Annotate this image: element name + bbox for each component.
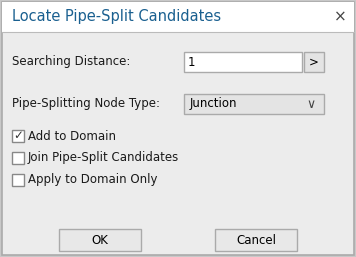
Text: 1: 1 (188, 56, 195, 69)
Bar (304, 52, 324, 72)
Bar (12, 152, 24, 164)
Text: Locate Pipe-Split Candidates: Locate Pipe-Split Candidates (12, 10, 221, 24)
Bar (184, 94, 324, 114)
Bar (12, 174, 24, 186)
Text: ×: × (334, 10, 346, 24)
Bar (59, 229, 141, 251)
Text: Apply to Domain Only: Apply to Domain Only (28, 173, 157, 187)
Text: Cancel: Cancel (236, 234, 276, 246)
Text: ✓: ✓ (13, 130, 23, 142)
Bar (215, 229, 297, 251)
Bar (12, 130, 24, 142)
Text: Add to Domain: Add to Domain (28, 130, 116, 142)
Text: Join Pipe-Split Candidates: Join Pipe-Split Candidates (28, 151, 179, 164)
Text: Searching Distance:: Searching Distance: (12, 56, 130, 69)
Text: ∨: ∨ (307, 98, 315, 112)
Text: OK: OK (91, 234, 109, 246)
Text: Junction: Junction (190, 97, 237, 111)
Bar (184, 52, 302, 72)
Text: >: > (309, 56, 319, 69)
Bar (2, 2, 354, 32)
Text: Pipe-Splitting Node Type:: Pipe-Splitting Node Type: (12, 97, 160, 111)
